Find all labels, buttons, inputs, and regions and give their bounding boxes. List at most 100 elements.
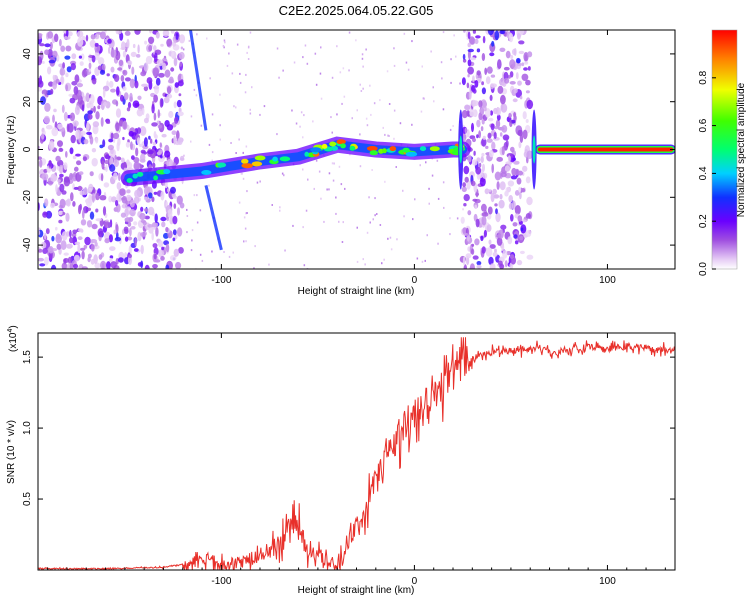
spectrogram-cell <box>436 159 439 162</box>
spectrogram-cell <box>356 226 358 229</box>
spectrogram-cell <box>50 202 55 209</box>
spectrogram-cell <box>475 35 481 39</box>
spectrogram-cell <box>525 119 529 123</box>
spectrogram-cell <box>50 88 54 95</box>
spectrogram-cell <box>323 220 325 223</box>
spectrogram-cell <box>497 59 502 70</box>
spectrogram-cell <box>164 150 171 158</box>
spectrogram-cell <box>478 112 483 121</box>
spectrogram-cell <box>116 182 122 190</box>
spectrogram-cell <box>78 55 82 59</box>
y-tick-label: 0.5 <box>22 492 33 506</box>
spectrogram-cell <box>48 142 55 151</box>
spectrogram-cell <box>38 156 42 160</box>
spectrogram-cell <box>472 198 478 202</box>
colorbar-gradient <box>711 29 738 270</box>
spectrogram-cell <box>61 262 68 269</box>
spectrogram-cell <box>443 206 445 209</box>
snr-y-multiplier-base: (x10 <box>8 332 19 352</box>
spectrogram-cell <box>86 131 92 135</box>
spectrogram-cell <box>168 50 175 57</box>
spectrogram-cell <box>115 122 120 132</box>
spectrogram-cell <box>390 248 393 251</box>
spectrogram-cell <box>102 139 106 148</box>
spectrogram-cell <box>235 152 237 154</box>
spectrogram-y-label: Frequency (Hz) <box>6 116 17 185</box>
spectrogram-cell <box>455 55 457 58</box>
colorbar-tick-label: 0.2 <box>698 214 709 228</box>
spectrogram-cell <box>467 210 472 216</box>
spectrogram-cell <box>145 55 153 65</box>
spectrogram-cell <box>102 101 108 107</box>
spectrogram-cell <box>453 34 455 37</box>
spectrogram-cell <box>199 253 202 256</box>
spectrogram-cell <box>140 71 147 77</box>
spectrogram-cell <box>482 135 486 140</box>
spectrogram-cell <box>133 221 138 226</box>
spectrogram-cell <box>84 236 91 246</box>
spectrogram-cell <box>462 256 466 266</box>
spectrogram-cell <box>172 237 176 242</box>
spectrogram-cell <box>178 93 182 97</box>
spectrogram-cell <box>228 52 230 55</box>
spectrogram-cell <box>51 235 55 242</box>
spectrogram-cell <box>393 47 395 50</box>
spectrogram-cell <box>489 94 493 101</box>
spectrogram-cell <box>499 264 505 269</box>
spectrogram-cell <box>153 131 157 139</box>
spectrogram-cell <box>155 77 161 86</box>
spectrogram-cell <box>374 214 376 217</box>
spectrogram-cell <box>143 137 148 147</box>
spectrogram-cell <box>482 163 485 172</box>
spectrogram-cell <box>61 190 67 195</box>
spectrogram-cell <box>333 162 335 165</box>
spectrogram-cell <box>77 89 82 99</box>
spectrogram-cell <box>505 50 511 59</box>
spectrogram-cell <box>519 236 524 241</box>
spectrogram-cell <box>500 103 508 113</box>
spectrogram-cell <box>87 256 91 263</box>
spectrogram-cell <box>178 51 185 60</box>
spectrogram-cell <box>519 133 524 143</box>
spectrogram-cell <box>243 240 245 243</box>
spectrogram-cell <box>510 214 514 222</box>
spectrogram-cell <box>428 187 430 190</box>
spectrogram-cell <box>379 99 381 102</box>
colorbar-tick-label: 0.8 <box>698 70 709 84</box>
spectrogram-cell <box>356 260 359 263</box>
spectrogram-cell <box>360 90 363 92</box>
spectrogram-cell <box>165 264 170 269</box>
spectrogram-cell <box>489 244 496 249</box>
spectrogram-cell <box>480 235 484 242</box>
spectrogram-cell <box>246 51 248 54</box>
spectrogram-cell <box>304 44 307 47</box>
spectrogram-cell <box>466 82 470 89</box>
spectrogram-cell <box>62 62 65 69</box>
spectrogram-cell <box>512 98 518 103</box>
spectrogram-cell <box>411 123 413 126</box>
spectrogram-cell <box>180 79 184 83</box>
spectrogram-cell <box>139 126 147 136</box>
spectrogram-cell <box>123 161 127 170</box>
spectrogram-cell <box>344 187 346 190</box>
spectrogram-cell <box>328 172 331 175</box>
spectrogram-cell <box>489 52 495 57</box>
spectrogram-cell <box>501 146 505 156</box>
spectrogram-cell <box>127 221 132 227</box>
spectrogram-cell <box>69 172 73 181</box>
spectrogram-cell <box>79 203 82 211</box>
spectrogram-cell <box>509 81 516 85</box>
spectrogram-cell <box>55 155 61 162</box>
spectrogram-cell <box>251 161 263 167</box>
spectrogram-cell <box>151 232 154 241</box>
spectrogram-cell <box>366 146 378 151</box>
spectrogram-cell <box>74 74 80 83</box>
spectrogram-cell <box>486 224 492 232</box>
spectrogram-cell <box>200 124 203 127</box>
spectrogram-cell <box>405 61 408 64</box>
spectrogram-cell <box>69 263 74 269</box>
spectrogram-cell <box>176 195 183 205</box>
spectrogram-cell <box>504 260 508 268</box>
spectrogram-cell <box>55 233 61 240</box>
x-tick-label: 0 <box>412 576 418 587</box>
